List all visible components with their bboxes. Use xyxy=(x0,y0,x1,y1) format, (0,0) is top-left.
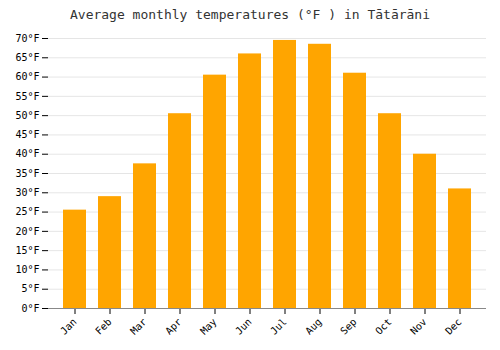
svg-text:Aug: Aug xyxy=(303,316,324,337)
svg-text:Dec: Dec xyxy=(443,316,464,337)
svg-text:Mar: Mar xyxy=(128,316,149,337)
svg-text:70°F: 70°F xyxy=(15,33,39,44)
svg-text:45°F: 45°F xyxy=(15,129,39,140)
svg-text:60°F: 60°F xyxy=(15,71,39,82)
svg-text:Jan: Jan xyxy=(58,316,79,337)
svg-text:Sep: Sep xyxy=(338,316,359,337)
svg-text:Oct: Oct xyxy=(373,316,394,337)
svg-text:50°F: 50°F xyxy=(15,110,39,121)
svg-text:Jun: Jun xyxy=(233,316,254,337)
svg-text:65°F: 65°F xyxy=(15,52,39,63)
svg-text:40°F: 40°F xyxy=(15,148,39,159)
svg-text:5°F: 5°F xyxy=(21,283,39,294)
svg-text:0°F: 0°F xyxy=(21,303,39,314)
svg-text:10°F: 10°F xyxy=(15,264,39,275)
svg-text:Jul: Jul xyxy=(268,316,289,337)
svg-text:20°F: 20°F xyxy=(15,226,39,237)
svg-text:May: May xyxy=(198,316,219,337)
svg-text:55°F: 55°F xyxy=(15,91,39,102)
svg-text:30°F: 30°F xyxy=(15,187,39,198)
svg-text:Apr: Apr xyxy=(163,316,184,337)
html-text:Average monthly temperatures (: Average monthly temperatures (°F ) in Tā… xyxy=(70,7,430,22)
svg-text:35°F: 35°F xyxy=(15,168,39,179)
svg-text:25°F: 25°F xyxy=(15,206,39,217)
svg-text:15°F: 15°F xyxy=(15,245,39,256)
svg-text:Feb: Feb xyxy=(93,316,114,337)
svg-text:Nov: Nov xyxy=(408,316,429,337)
